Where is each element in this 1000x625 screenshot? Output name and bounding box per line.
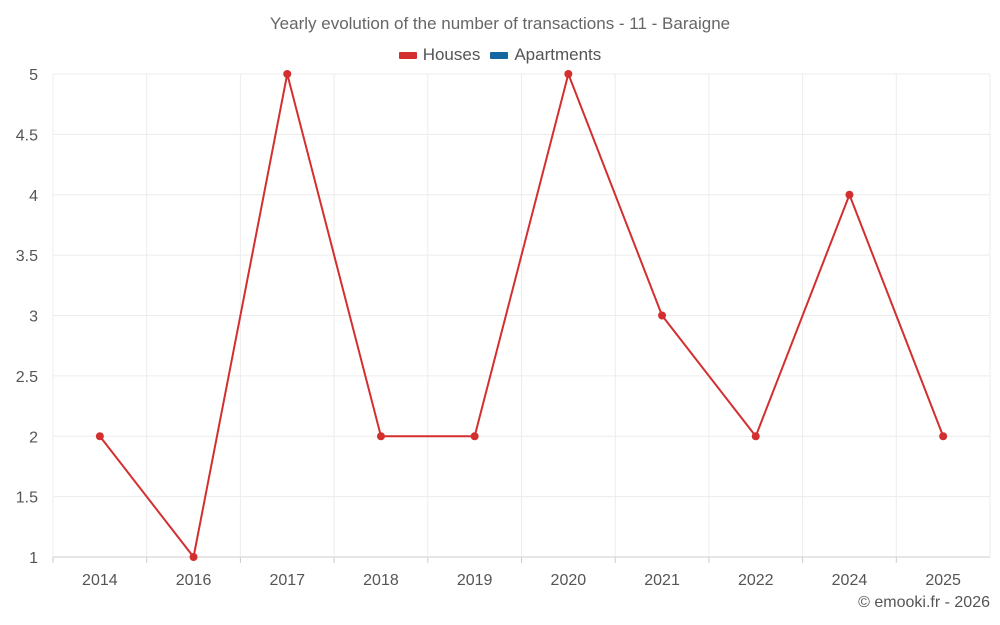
legend-swatch-apartments: [490, 51, 509, 59]
data-point-houses[interactable]: [470, 432, 479, 441]
legend-label-houses: Houses: [422, 45, 481, 64]
data-point-houses[interactable]: [95, 432, 104, 441]
chart-title: Yearly evolution of the number of transa…: [269, 14, 731, 33]
chart-legend: Houses Apartments: [0, 45, 1000, 65]
x-tick-label: 2022: [738, 572, 774, 589]
series-line-houses: [99, 73, 945, 558]
series-layer: [95, 70, 948, 561]
data-point-houses[interactable]: [751, 432, 760, 441]
data-point-houses[interactable]: [283, 70, 292, 78]
y-tick-label: 3: [29, 309, 38, 326]
x-tick-label: 2019: [457, 572, 493, 589]
y-tick-label: 1: [29, 550, 38, 567]
y-tick-label: 2.5: [16, 369, 38, 386]
y-tick-label: 1.5: [16, 490, 38, 507]
y-tick-label: 5: [29, 67, 38, 84]
x-tick-label: 2020: [551, 572, 587, 589]
x-tick-label: 2025: [925, 572, 961, 589]
data-point-houses[interactable]: [845, 190, 854, 199]
grid-lines: [52, 73, 991, 558]
y-tick-label: 2: [29, 429, 38, 446]
y-tick-label: 4: [29, 188, 38, 205]
y-axis-ticks: 1 1.5 2 2.5 3 3.5 4 4.5 5: [16, 67, 38, 567]
legend-item-apartments[interactable]: Apartments: [490, 45, 601, 65]
legend-label-apartments: Apartments: [514, 45, 602, 64]
data-point-houses[interactable]: [189, 553, 198, 561]
legend-item-houses[interactable]: Houses: [398, 45, 481, 65]
data-point-houses[interactable]: [658, 311, 667, 320]
data-point-houses[interactable]: [564, 70, 573, 78]
legend-swatch-houses: [398, 51, 417, 59]
y-tick-label: 3.5: [16, 248, 38, 265]
x-tick-label: 2024: [832, 572, 868, 589]
x-axis-ticks: 2014 2016 2017 2018 2019 2020 2021 2022 2024 2025: [52, 557, 961, 589]
x-tick-label: 2021: [644, 572, 680, 589]
copyright-credit: © emooki.fr - 2026: [858, 594, 990, 611]
x-tick-label: 2017: [269, 572, 305, 589]
x-tick-label: 2016: [176, 572, 212, 589]
data-point-houses[interactable]: [939, 432, 948, 441]
x-tick-label: 2014: [82, 572, 118, 589]
y-tick-label: 4.5: [16, 127, 38, 144]
data-point-houses[interactable]: [376, 432, 385, 441]
x-tick-label: 2018: [363, 572, 399, 589]
